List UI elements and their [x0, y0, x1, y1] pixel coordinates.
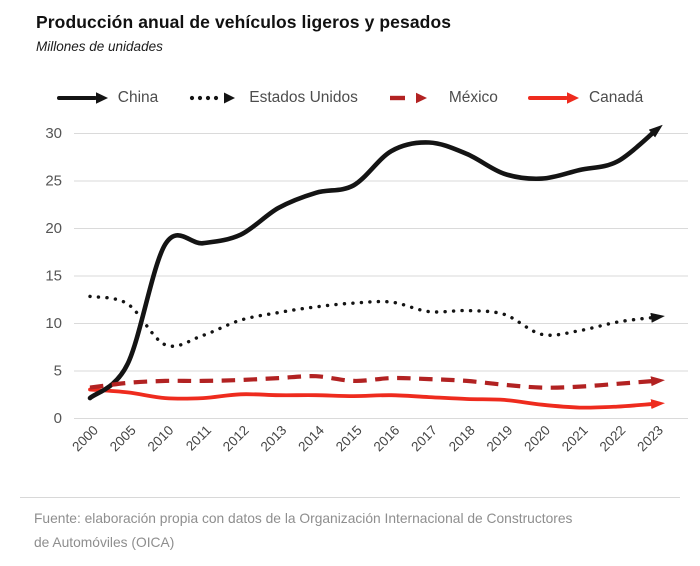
- y-tick-label: 25: [45, 173, 62, 190]
- legend-marker-solid-line-arrow-icon: [527, 92, 579, 104]
- y-tick-label: 15: [45, 268, 62, 285]
- x-tick-label: 2017: [408, 423, 440, 455]
- chart-svg: 0 5 10 15 20 25 30 2000 2005 2010 2011 2012 2013 2014…: [45, 124, 688, 455]
- x-tick-label: 2018: [446, 423, 478, 455]
- legend-marker-dashed-line-arrow-icon: [389, 92, 427, 104]
- series-line-canadá: [88, 387, 665, 410]
- x-tick-label: 2012: [220, 423, 252, 455]
- y-tick-label: 5: [54, 363, 62, 380]
- x-tick-label: 2013: [258, 423, 290, 455]
- x-tick-label: 2016: [371, 423, 403, 455]
- chart-area: 0 5 10 15 20 25 30 2000 2005 2010 2011 2012 2013 2014…: [0, 118, 700, 492]
- legend-item-canadá: Canadá: [527, 89, 644, 107]
- source-note: Fuente: elaboración propia con datos de …: [34, 507, 664, 554]
- series-line-estados-unidos: [88, 294, 665, 348]
- page-subtitle: Millones de unidades: [36, 39, 163, 54]
- legend-item-china: China: [56, 89, 159, 107]
- page-title: Producción anual de vehículos ligeros y …: [36, 12, 452, 32]
- legend-label: México: [448, 89, 498, 106]
- legend-item-méxico: México: [388, 89, 498, 107]
- x-tick-label: 2021: [559, 423, 591, 455]
- footer-divider: [20, 497, 680, 498]
- y-tick-label: 0: [54, 410, 62, 427]
- x-tick-label: 2005: [107, 423, 139, 455]
- x-tick-label: 2010: [145, 423, 177, 455]
- legend-label: Canadá: [588, 89, 644, 106]
- x-tick-label: 2023: [634, 423, 666, 455]
- source-line-1: Fuente: elaboración propia con datos de …: [34, 511, 573, 526]
- legend-label: China: [117, 89, 159, 106]
- legend: China Estados Unidos México Canadá: [0, 84, 700, 112]
- legend-label: Estados Unidos: [249, 89, 358, 106]
- x-tick-label: 2000: [69, 423, 101, 455]
- legend-marker-solid-line-arrow-icon: [56, 92, 108, 104]
- x-tick-label: 2022: [597, 423, 629, 455]
- y-tick-label: 10: [45, 315, 62, 332]
- x-tick-label: 2015: [333, 423, 365, 455]
- x-tick-label: 2019: [484, 423, 516, 455]
- series-line-china: [87, 124, 663, 401]
- x-tick-label: 2014: [295, 422, 327, 454]
- series-line-méxico: [89, 374, 665, 390]
- source-line-2: de Automóviles (OICA): [34, 534, 175, 550]
- x-tick-label: 2020: [521, 423, 553, 455]
- legend-item-estados-unidos: Estados Unidos: [188, 89, 358, 107]
- y-tick-label: 20: [45, 220, 62, 237]
- legend-marker-dotted-line-arrow-icon: [190, 92, 236, 104]
- x-tick-label: 2011: [183, 423, 214, 454]
- y-tick-label: 30: [45, 125, 62, 142]
